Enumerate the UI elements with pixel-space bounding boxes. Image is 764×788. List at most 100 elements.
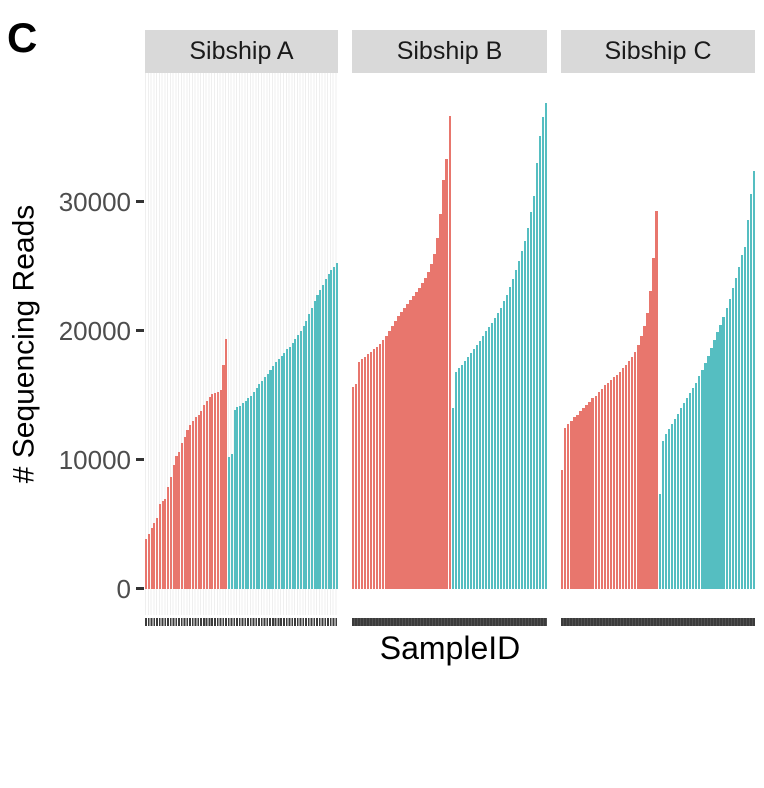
bar-treated <box>169 476 172 589</box>
bar-treated <box>370 351 373 589</box>
bar-untreated <box>514 270 518 589</box>
bar-untreated <box>241 403 244 589</box>
bar-untreated <box>297 334 300 589</box>
y-axis-title: # Sequencing Reads <box>7 204 41 484</box>
bar-untreated <box>277 359 280 589</box>
bar-treated <box>358 362 361 589</box>
legend: Gentamicin Treated Untreated <box>0 705 764 765</box>
bar-treated <box>433 253 436 589</box>
facet-strip-sibship-a: Sibship A <box>145 30 338 73</box>
y-tick-label-10000: 10000 <box>58 445 131 475</box>
bar-untreated <box>324 279 327 589</box>
bar-untreated <box>457 368 460 589</box>
bar-untreated <box>274 362 278 589</box>
bar-untreated <box>261 381 264 589</box>
bars-sibship-c <box>561 73 756 589</box>
bar-treated <box>158 503 161 589</box>
figure-panel-letter: C <box>7 14 38 61</box>
bar-untreated <box>716 332 719 589</box>
bars-sibship-a <box>145 73 338 589</box>
bar-untreated <box>664 434 667 589</box>
bar-treated <box>436 238 439 589</box>
bar-treated <box>385 336 388 589</box>
bar-treated <box>203 404 206 589</box>
bar-treated <box>175 456 178 589</box>
bar-untreated <box>517 261 521 589</box>
bar-untreated <box>676 413 680 589</box>
bar-treated <box>582 408 585 589</box>
bar-treated <box>167 487 170 589</box>
bar-untreated <box>707 355 710 589</box>
bar-treated <box>606 382 610 589</box>
bar-treated <box>442 180 445 589</box>
bar-untreated <box>466 356 469 589</box>
x-tick-band-sibship-a <box>145 618 338 626</box>
bar-untreated <box>545 102 548 589</box>
bar-untreated <box>239 405 242 589</box>
bar-untreated <box>454 372 457 589</box>
bar-treated <box>567 423 570 589</box>
bar-untreated <box>478 341 481 589</box>
bar-untreated <box>255 387 258 589</box>
bar-untreated <box>532 195 536 589</box>
bar-untreated <box>330 270 333 589</box>
bar-untreated <box>685 398 689 589</box>
bar-treated <box>391 325 394 589</box>
bar-treated <box>643 325 646 589</box>
facet-panel-sibship-c <box>561 73 756 615</box>
bar-untreated <box>250 395 253 589</box>
bar-treated <box>150 528 153 589</box>
bar-treated <box>585 404 588 589</box>
bar-treated <box>415 292 418 589</box>
bar-untreated <box>252 391 255 589</box>
bar-untreated <box>520 251 524 589</box>
bar-untreated <box>230 453 233 589</box>
bar-treated <box>222 364 225 589</box>
bar-treated <box>579 411 582 589</box>
bar-treated <box>618 372 622 589</box>
bar-untreated <box>710 347 713 589</box>
y-tick-label-30000: 30000 <box>58 187 131 217</box>
bar-untreated <box>704 363 707 589</box>
bar-untreated <box>308 314 311 589</box>
bar-untreated <box>511 279 515 589</box>
bar-untreated <box>319 289 322 589</box>
bar-untreated <box>701 369 704 589</box>
bar-treated <box>448 115 451 589</box>
bar-treated <box>406 303 409 589</box>
bar-untreated <box>460 364 463 589</box>
bar-untreated <box>310 307 314 589</box>
bar-treated <box>172 465 175 589</box>
bar-untreated <box>475 345 478 589</box>
bar-treated <box>373 349 376 589</box>
bar-treated <box>649 291 652 589</box>
bar-untreated <box>280 355 283 589</box>
bar-untreated <box>302 325 305 589</box>
bar-untreated <box>487 327 491 589</box>
bar-treated <box>367 354 370 589</box>
bar-treated <box>631 356 634 589</box>
bar-treated <box>153 523 156 589</box>
bar-treated <box>409 300 412 589</box>
bar-treated <box>361 359 364 589</box>
bar-untreated <box>673 418 677 589</box>
bar-treated <box>219 390 222 589</box>
bar-treated <box>156 518 159 589</box>
bar-untreated <box>749 194 753 589</box>
facet-strip-sibship-c: Sibship C <box>561 30 755 73</box>
bar-treated <box>178 452 181 589</box>
bar-untreated <box>752 171 756 589</box>
bar-treated <box>628 360 631 589</box>
bar-treated <box>570 421 573 589</box>
bar-treated <box>194 417 197 589</box>
bar-treated <box>430 263 433 589</box>
bar-untreated <box>746 220 750 589</box>
bar-treated <box>400 311 403 589</box>
bar-treated <box>591 398 594 589</box>
bar-untreated <box>661 440 664 589</box>
bar-treated <box>388 331 391 589</box>
bar-untreated <box>236 407 239 589</box>
bar-treated <box>564 427 567 589</box>
bar-treated <box>180 443 184 589</box>
